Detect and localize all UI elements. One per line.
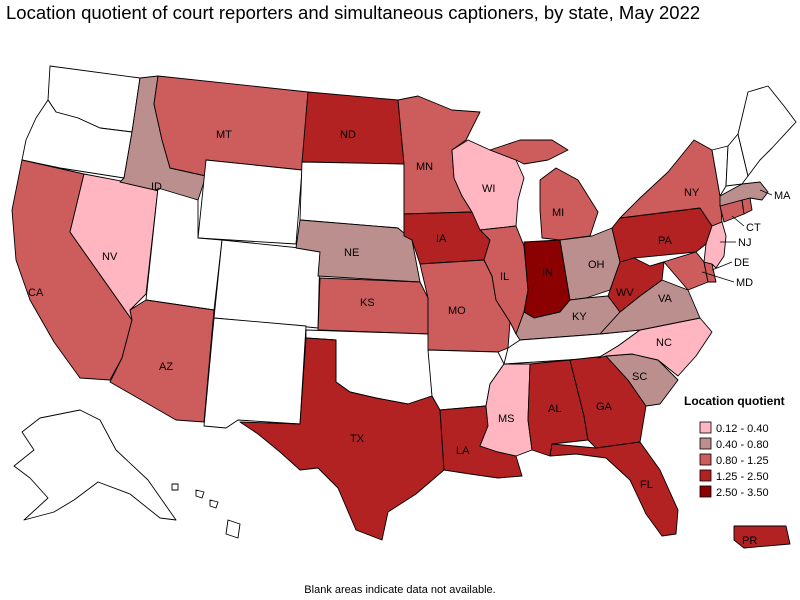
label-NC: NC xyxy=(656,337,672,349)
label-IA: IA xyxy=(436,233,447,245)
state-TX[interactable] xyxy=(239,337,445,541)
label-NV: NV xyxy=(102,251,118,263)
label-NJ: NJ xyxy=(738,237,751,249)
legend-swatch-0 xyxy=(699,421,712,434)
legend-swatch-1 xyxy=(699,437,712,450)
state-HI[interactable] xyxy=(171,483,241,539)
leader-MD xyxy=(701,271,735,283)
label-SC: SC xyxy=(632,371,647,383)
label-PR: PR xyxy=(742,535,757,547)
label-IN: IN xyxy=(542,267,553,279)
state-ND[interactable] xyxy=(301,91,405,165)
state-NE[interactable] xyxy=(295,219,421,283)
label-WI: WI xyxy=(482,183,495,195)
label-ID: ID xyxy=(151,181,162,193)
state-MA[interactable] xyxy=(719,181,769,207)
state-WY[interactable] xyxy=(197,159,303,245)
label-LA: LA xyxy=(456,445,470,457)
states-layer xyxy=(11,65,797,549)
label-IL: IL xyxy=(500,271,509,283)
state-IL[interactable] xyxy=(479,225,529,335)
label-PA: PA xyxy=(658,235,673,247)
legend-swatch-4 xyxy=(699,485,712,498)
label-AL: AL xyxy=(548,403,561,415)
state-AZ[interactable] xyxy=(109,299,215,423)
label-KS: KS xyxy=(360,297,375,309)
legend-label-4: 2.50 - 3.50 xyxy=(716,487,769,499)
state-CO[interactable] xyxy=(213,239,321,329)
state-NJ[interactable] xyxy=(703,221,727,269)
state-ME[interactable] xyxy=(737,85,797,177)
label-leader-lines xyxy=(701,189,773,283)
state-RI[interactable] xyxy=(741,197,753,215)
legend-title: Location quotient xyxy=(684,394,785,408)
footnote: Blank areas indicate data not available. xyxy=(304,584,496,596)
label-VA: VA xyxy=(658,293,673,305)
legend-label-3: 1.25 - 2.50 xyxy=(716,471,769,483)
leader-MA xyxy=(759,189,773,196)
label-MO: MO xyxy=(448,305,466,317)
label-FL: FL xyxy=(640,479,653,491)
legend-items: 0.12 - 0.40 0.40 - 0.80 0.80 - 1.25 1.25 - … xyxy=(699,421,769,499)
label-AZ: AZ xyxy=(159,361,173,373)
label-KY: KY xyxy=(572,311,587,323)
label-NY: NY xyxy=(684,187,700,199)
state-PR[interactable] xyxy=(733,525,791,549)
label-MA: MA xyxy=(774,190,791,202)
label-CA: CA xyxy=(28,287,44,299)
label-OH: OH xyxy=(588,259,605,271)
label-TX: TX xyxy=(350,433,365,445)
label-MN: MN xyxy=(416,161,433,173)
legend-swatch-3 xyxy=(699,469,712,482)
label-NE: NE xyxy=(344,247,359,259)
label-ND: ND xyxy=(340,129,356,141)
label-DE: DE xyxy=(734,257,749,269)
state-AK[interactable] xyxy=(13,409,177,521)
state-NH[interactable] xyxy=(725,133,749,187)
label-WV: WV xyxy=(616,287,634,299)
map-title: Location quotient of court reporters and… xyxy=(6,2,701,23)
legend-label-0: 0.12 - 0.40 xyxy=(716,423,769,435)
state-MS[interactable] xyxy=(479,363,533,457)
state-labels: CA NV ID MT AZ ND NE KS TX MN IA MO LA W… xyxy=(28,129,791,547)
state-WI[interactable] xyxy=(451,139,525,231)
state-NM[interactable] xyxy=(203,317,307,429)
label-CT: CT xyxy=(746,222,761,234)
legend: Location quotient 0.12 - 0.40 0.40 - 0.80… xyxy=(684,394,785,499)
legend-label-1: 0.40 - 0.80 xyxy=(716,439,769,451)
label-GA: GA xyxy=(596,401,613,413)
legend-swatch-2 xyxy=(699,453,712,466)
leader-DE xyxy=(711,261,733,271)
label-MD: MD xyxy=(736,277,753,289)
state-FL[interactable] xyxy=(549,441,679,537)
label-MI: MI xyxy=(552,207,564,219)
state-NC[interactable] xyxy=(597,317,713,377)
state-MT[interactable] xyxy=(153,75,309,177)
label-MS: MS xyxy=(498,413,515,425)
label-MT: MT xyxy=(216,129,232,141)
leader-CT xyxy=(731,215,745,227)
legend-label-2: 0.80 - 1.25 xyxy=(716,455,769,467)
